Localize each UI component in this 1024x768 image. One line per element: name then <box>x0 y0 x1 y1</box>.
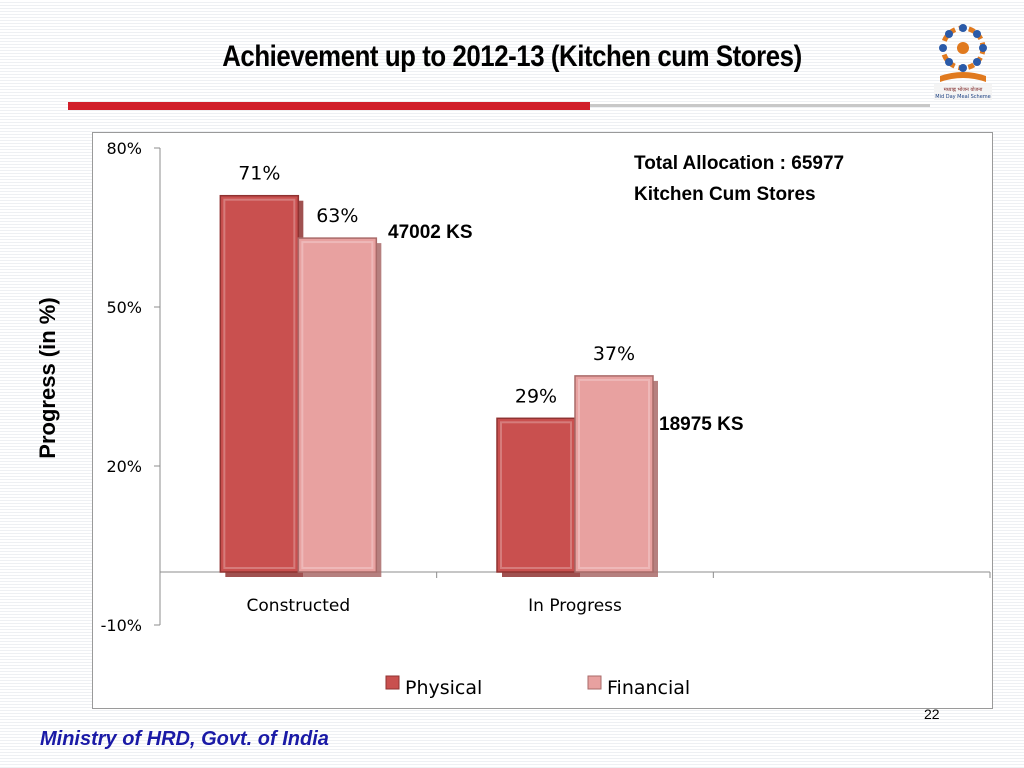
y-tick-label: 50% <box>106 298 142 317</box>
svg-text:Mid Day Meal Scheme: Mid Day Meal Scheme <box>935 94 990 100</box>
legend-swatch <box>385 675 400 690</box>
total-allocation-annotation: Total Allocation : 65977 Kitchen Cum Sto… <box>634 148 844 210</box>
logo-emblem-icon <box>939 24 987 82</box>
bar-physical-constructed <box>219 194 304 577</box>
y-tick-label: -10% <box>101 616 142 635</box>
x-tick-label: Constructed <box>247 596 351 616</box>
bar-value-label: 29% <box>515 385 557 407</box>
slide-title: Achievement up to 2012-13 (Kitchen cum S… <box>222 40 802 73</box>
slide-number: 22 <box>924 706 940 722</box>
bar-physical-in-progress <box>496 417 580 577</box>
bar-value-label: 63% <box>316 205 358 227</box>
in-progress-count-annotation: 18975 KS <box>659 414 744 435</box>
title-rule <box>68 102 590 110</box>
total-allocation-line-1: Total Allocation : 65977 <box>634 153 845 174</box>
footer-text: Ministry of HRD, Govt. of India <box>40 728 329 750</box>
constructed-count-annotation: 47002 KS <box>388 222 473 243</box>
y-tick-label: 20% <box>106 457 142 476</box>
legend-swatch <box>587 675 602 690</box>
bar-financial-in-progress <box>574 375 658 577</box>
y-axis-label: Progress (in %) <box>35 297 60 459</box>
svg-text:मध्याह्न भोजन योजना: मध्याह्न भोजन योजना <box>944 86 983 93</box>
y-tick-label: 80% <box>106 139 142 158</box>
legend-label: Physical <box>405 677 482 699</box>
bar-financial-constructed <box>297 237 382 577</box>
legend-item-physical: Physical <box>385 675 482 699</box>
mid-day-meal-logo: मध्याह्न भोजन योजना Mid Day Meal Scheme <box>934 24 992 100</box>
bar-value-label: 37% <box>593 343 635 365</box>
title-rule-extension <box>590 104 930 107</box>
bar-value-label: 71% <box>238 163 280 185</box>
x-tick-label: In Progress <box>528 596 622 616</box>
total-allocation-line-2: Kitchen Cum Stores <box>634 184 816 205</box>
legend-label: Financial <box>607 677 690 699</box>
legend-item-financial: Financial <box>587 675 690 699</box>
